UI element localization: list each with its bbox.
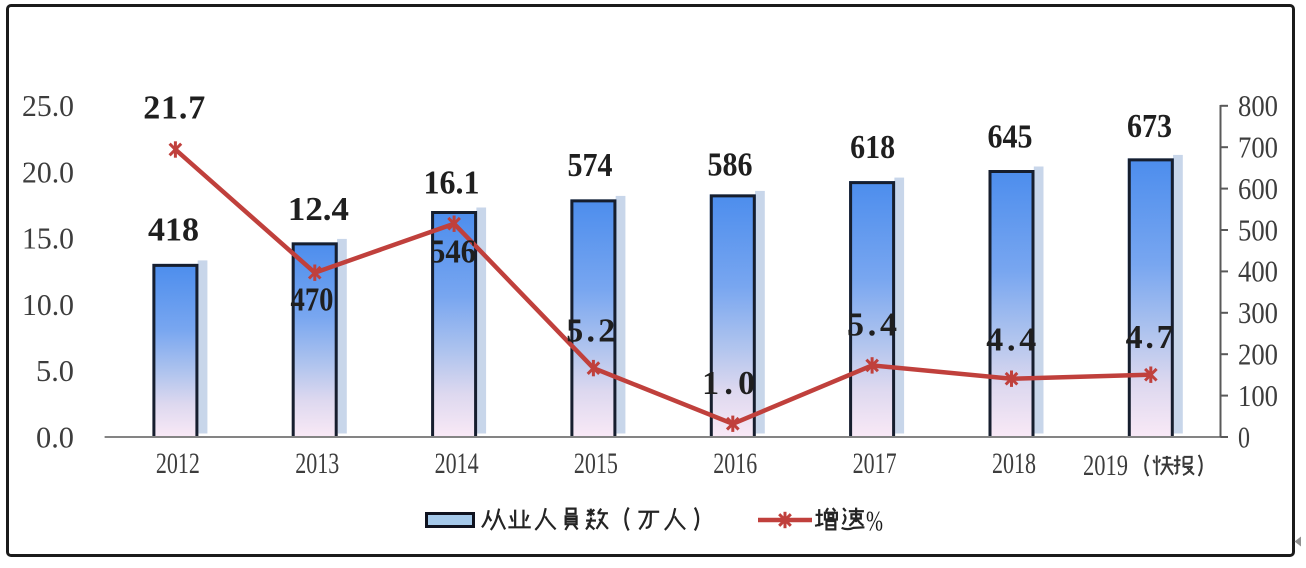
- svg-text:546: 546: [430, 234, 476, 271]
- svg-text:2014: 2014: [435, 447, 479, 480]
- svg-text:2016: 2016: [713, 447, 757, 480]
- svg-text:2013: 2013: [295, 447, 339, 480]
- svg-text:618: 618: [850, 129, 895, 166]
- svg-text:645: 645: [988, 118, 1033, 155]
- svg-text:300: 300: [1238, 295, 1278, 330]
- svg-text:418: 418: [148, 212, 199, 249]
- svg-text:574: 574: [568, 147, 613, 184]
- svg-text:100: 100: [1238, 378, 1278, 413]
- svg-text:470: 470: [291, 281, 334, 318]
- svg-text:0.0: 0.0: [36, 419, 74, 454]
- svg-text:800: 800: [1238, 88, 1278, 123]
- svg-text:673: 673: [1127, 108, 1172, 145]
- svg-text:12.4: 12.4: [288, 191, 349, 228]
- svg-text:5.4: 5.4: [847, 306, 897, 343]
- svg-text:21.7: 21.7: [143, 90, 205, 127]
- svg-text:0: 0: [1238, 419, 1250, 454]
- svg-text:1.0: 1.0: [702, 365, 755, 402]
- svg-text:15.0: 15.0: [22, 221, 74, 256]
- svg-text:400: 400: [1238, 254, 1278, 289]
- svg-text:586: 586: [708, 146, 753, 183]
- svg-text:16.1: 16.1: [424, 165, 480, 202]
- svg-text:25.0: 25.0: [22, 88, 74, 123]
- svg-text:500: 500: [1238, 212, 1278, 247]
- svg-text:4.7: 4.7: [1126, 319, 1174, 356]
- svg-text:20.0: 20.0: [22, 154, 74, 189]
- svg-text:2019: 2019: [1083, 449, 1128, 482]
- svg-text:700: 700: [1238, 130, 1278, 165]
- svg-text:%: %: [866, 506, 883, 537]
- svg-text:2012: 2012: [156, 447, 200, 480]
- svg-text:2015: 2015: [574, 447, 618, 480]
- svg-text:2018: 2018: [992, 447, 1036, 480]
- svg-text:4.4: 4.4: [986, 321, 1036, 358]
- svg-text:10.0: 10.0: [22, 287, 74, 322]
- svg-text:600: 600: [1238, 171, 1278, 206]
- svg-text:2017: 2017: [853, 447, 897, 480]
- svg-text:5.2: 5.2: [566, 313, 615, 350]
- svg-text:5.0: 5.0: [36, 353, 74, 388]
- svg-text:200: 200: [1238, 337, 1278, 372]
